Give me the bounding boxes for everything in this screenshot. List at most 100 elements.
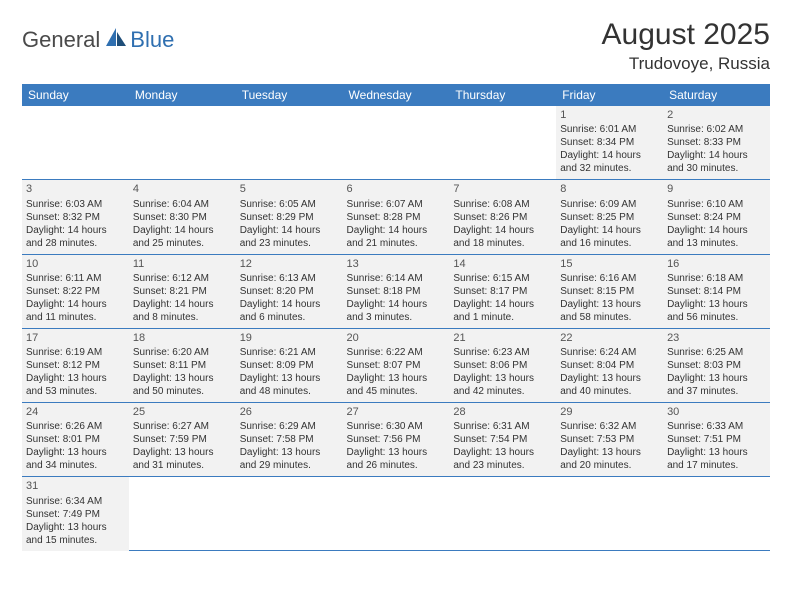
- sunset-line: Sunset: 8:11 PM: [133, 359, 232, 372]
- calendar-cell: 20Sunrise: 6:22 AMSunset: 8:07 PMDayligh…: [343, 328, 450, 402]
- sunset-line: Sunset: 8:03 PM: [667, 359, 766, 372]
- day-number: 31: [26, 479, 125, 493]
- calendar-cell: 15Sunrise: 6:16 AMSunset: 8:15 PMDayligh…: [556, 254, 663, 328]
- sunset-line: Sunset: 7:53 PM: [560, 433, 659, 446]
- calendar-cell: 8Sunrise: 6:09 AMSunset: 8:25 PMDaylight…: [556, 180, 663, 254]
- day-number: 24: [26, 405, 125, 419]
- calendar-cell: 6Sunrise: 6:07 AMSunset: 8:28 PMDaylight…: [343, 180, 450, 254]
- brand-part1: General: [22, 27, 100, 53]
- day-number: 17: [26, 331, 125, 345]
- daylight-line: and 8 minutes.: [133, 311, 232, 324]
- calendar-cell: 4Sunrise: 6:04 AMSunset: 8:30 PMDaylight…: [129, 180, 236, 254]
- calendar-cell: [449, 477, 556, 551]
- sunrise-line: Sunrise: 6:15 AM: [453, 272, 552, 285]
- sunrise-line: Sunrise: 6:16 AM: [560, 272, 659, 285]
- daylight-line: Daylight: 13 hours: [133, 372, 232, 385]
- daylight-line: Daylight: 13 hours: [26, 521, 125, 534]
- calendar-week: 1Sunrise: 6:01 AMSunset: 8:34 PMDaylight…: [22, 106, 770, 180]
- calendar-cell: 22Sunrise: 6:24 AMSunset: 8:04 PMDayligh…: [556, 328, 663, 402]
- daylight-line: and 37 minutes.: [667, 385, 766, 398]
- day-number: 1: [560, 108, 659, 122]
- sunset-line: Sunset: 8:25 PM: [560, 211, 659, 224]
- calendar-week: 24Sunrise: 6:26 AMSunset: 8:01 PMDayligh…: [22, 403, 770, 477]
- calendar-cell: 28Sunrise: 6:31 AMSunset: 7:54 PMDayligh…: [449, 403, 556, 477]
- sunset-line: Sunset: 8:30 PM: [133, 211, 232, 224]
- daylight-line: Daylight: 13 hours: [240, 446, 339, 459]
- sunset-line: Sunset: 7:56 PM: [347, 433, 446, 446]
- day-number: 3: [26, 182, 125, 196]
- sunrise-line: Sunrise: 6:14 AM: [347, 272, 446, 285]
- daylight-line: Daylight: 13 hours: [667, 298, 766, 311]
- day-header: Sunday: [22, 84, 129, 106]
- daylight-line: and 25 minutes.: [133, 237, 232, 250]
- sunset-line: Sunset: 8:21 PM: [133, 285, 232, 298]
- calendar-cell: [129, 477, 236, 551]
- day-header-row: Sunday Monday Tuesday Wednesday Thursday…: [22, 84, 770, 106]
- sunrise-line: Sunrise: 6:27 AM: [133, 420, 232, 433]
- daylight-line: Daylight: 14 hours: [560, 224, 659, 237]
- day-number: 19: [240, 331, 339, 345]
- daylight-line: and 48 minutes.: [240, 385, 339, 398]
- day-number: 27: [347, 405, 446, 419]
- daylight-line: Daylight: 13 hours: [667, 372, 766, 385]
- title-block: August 2025 Trudovoye, Russia: [602, 18, 770, 74]
- calendar-cell: 3Sunrise: 6:03 AMSunset: 8:32 PMDaylight…: [22, 180, 129, 254]
- sunrise-line: Sunrise: 6:03 AM: [26, 198, 125, 211]
- daylight-line: and 56 minutes.: [667, 311, 766, 324]
- day-header: Monday: [129, 84, 236, 106]
- calendar-week: 10Sunrise: 6:11 AMSunset: 8:22 PMDayligh…: [22, 254, 770, 328]
- location-label: Trudovoye, Russia: [602, 54, 770, 74]
- daylight-line: Daylight: 13 hours: [26, 372, 125, 385]
- calendar-cell: 13Sunrise: 6:14 AMSunset: 8:18 PMDayligh…: [343, 254, 450, 328]
- day-number: 14: [453, 257, 552, 271]
- day-number: 9: [667, 182, 766, 196]
- daylight-line: and 53 minutes.: [26, 385, 125, 398]
- daylight-line: Daylight: 14 hours: [240, 298, 339, 311]
- daylight-line: Daylight: 13 hours: [560, 298, 659, 311]
- sunrise-line: Sunrise: 6:21 AM: [240, 346, 339, 359]
- daylight-line: and 15 minutes.: [26, 534, 125, 547]
- calendar-week: 3 Sunrise: 6:03 AMSunset: 8:32 PM Daylight…: [22, 180, 770, 254]
- calendar-cell: 29Sunrise: 6:32 AMSunset: 7:53 PMDayligh…: [556, 403, 663, 477]
- day-number: 2: [667, 108, 766, 122]
- daylight-line: and 6 minutes.: [240, 311, 339, 324]
- daylight-line: and 21 minutes.: [347, 237, 446, 250]
- daylight-line: and 1 minute.: [453, 311, 552, 324]
- sunset-line: Sunset: 8:12 PM: [26, 359, 125, 372]
- sunset-line: Sunset: 8:14 PM: [667, 285, 766, 298]
- sunset-line: Sunset: 8:06 PM: [453, 359, 552, 372]
- calendar-cell: 2Sunrise: 6:02 AMSunset: 8:33 PMDaylight…: [663, 106, 770, 180]
- sunset-line: Sunset: 8:29 PM: [240, 211, 339, 224]
- sunset-line: Sunset: 8:04 PM: [560, 359, 659, 372]
- sunrise-line: Sunrise: 6:23 AM: [453, 346, 552, 359]
- sunset-line: Sunset: 7:59 PM: [133, 433, 232, 446]
- daylight-line: Daylight: 14 hours: [133, 298, 232, 311]
- calendar-cell: 5Sunrise: 6:05 AMSunset: 8:29 PMDaylight…: [236, 180, 343, 254]
- page-header: General Blue August 2025 Trudovoye, Russ…: [22, 18, 770, 74]
- daylight-line: Daylight: 13 hours: [347, 372, 446, 385]
- calendar-cell: [129, 106, 236, 180]
- daylight-line: Daylight: 13 hours: [133, 446, 232, 459]
- sunrise-line: Sunrise: 6:02 AM: [667, 123, 766, 136]
- sunrise-line: Sunrise: 6:32 AM: [560, 420, 659, 433]
- daylight-line: and 58 minutes.: [560, 311, 659, 324]
- sunrise-line: Sunrise: 6:13 AM: [240, 272, 339, 285]
- day-number: 13: [347, 257, 446, 271]
- sunrise-line: Sunrise: 6:08 AM: [453, 198, 552, 211]
- daylight-line: and 50 minutes.: [133, 385, 232, 398]
- calendar-cell: [343, 477, 450, 551]
- calendar-cell: 18Sunrise: 6:20 AMSunset: 8:11 PMDayligh…: [129, 328, 236, 402]
- calendar-body: 1Sunrise: 6:01 AMSunset: 8:34 PMDaylight…: [22, 106, 770, 551]
- sunset-line: Sunset: 8:32 PM: [26, 211, 125, 224]
- daylight-line: Daylight: 14 hours: [560, 149, 659, 162]
- sunrise-line: Sunrise: 6:05 AM: [240, 198, 339, 211]
- day-number: 26: [240, 405, 339, 419]
- daylight-line: Daylight: 14 hours: [667, 149, 766, 162]
- sunset-line: Sunset: 8:09 PM: [240, 359, 339, 372]
- daylight-line: and 34 minutes.: [26, 459, 125, 472]
- sunset-line: Sunset: 8:24 PM: [667, 211, 766, 224]
- day-number: 15: [560, 257, 659, 271]
- day-number: 12: [240, 257, 339, 271]
- calendar-cell: 31Sunrise: 6:34 AMSunset: 7:49 PMDayligh…: [22, 477, 129, 551]
- day-header: Wednesday: [343, 84, 450, 106]
